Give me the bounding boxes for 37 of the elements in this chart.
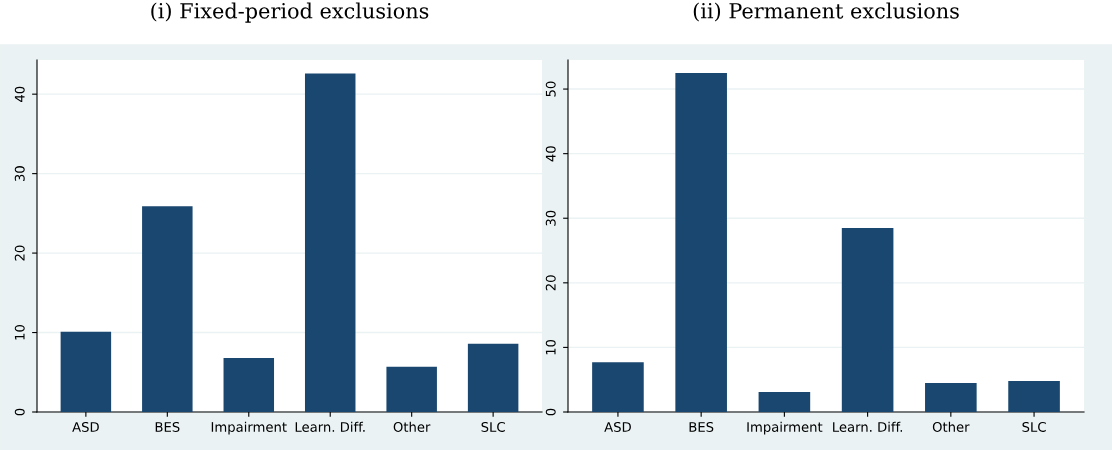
x-tick-label: BES — [689, 421, 714, 432]
bar — [467, 343, 519, 412]
bar — [758, 391, 811, 412]
y-tick-label: 10 — [545, 339, 556, 355]
x-tick-label: SLC — [1022, 421, 1046, 432]
bar — [925, 382, 977, 412]
x-tick-label: ASD — [72, 421, 99, 432]
y-tick-label: 40 — [14, 86, 25, 102]
y-tick-label: 30 — [14, 166, 25, 182]
y-tick-label: 40 — [545, 146, 556, 162]
x-tick-label: Learn. Diff. — [295, 421, 365, 432]
x-tick-label: ASD — [604, 421, 631, 432]
y-tick-label: 10 — [14, 325, 25, 340]
x-tick-label: Other — [393, 421, 431, 432]
y-tick-label: 0 — [14, 408, 25, 416]
bar — [1008, 381, 1060, 412]
bar — [142, 206, 193, 412]
bar — [841, 227, 894, 412]
y-tick-label: 20 — [545, 275, 556, 291]
y-tick-label: 20 — [14, 245, 25, 261]
bar — [386, 366, 437, 412]
x-tick-label: SLC — [481, 421, 505, 432]
y-tick-label: 0 — [545, 408, 556, 416]
bar — [675, 72, 727, 412]
y-tick-label: 30 — [545, 210, 556, 226]
x-tick-label: BES — [155, 421, 180, 432]
x-tick-label: Impairment — [211, 421, 287, 435]
bar — [304, 73, 356, 412]
bar — [592, 362, 644, 412]
y-tick-label: 50 — [545, 81, 556, 97]
chart-title: (ii) Permanent exclusions — [693, 2, 959, 22]
chart-title: (i) Fixed-period exclusions — [151, 2, 429, 23]
x-tick-label: Learn. Diff. — [833, 421, 902, 432]
x-tick-label: Other — [932, 421, 970, 432]
bar — [223, 357, 275, 412]
bar — [60, 331, 112, 412]
x-tick-label: Impairment — [747, 421, 823, 435]
